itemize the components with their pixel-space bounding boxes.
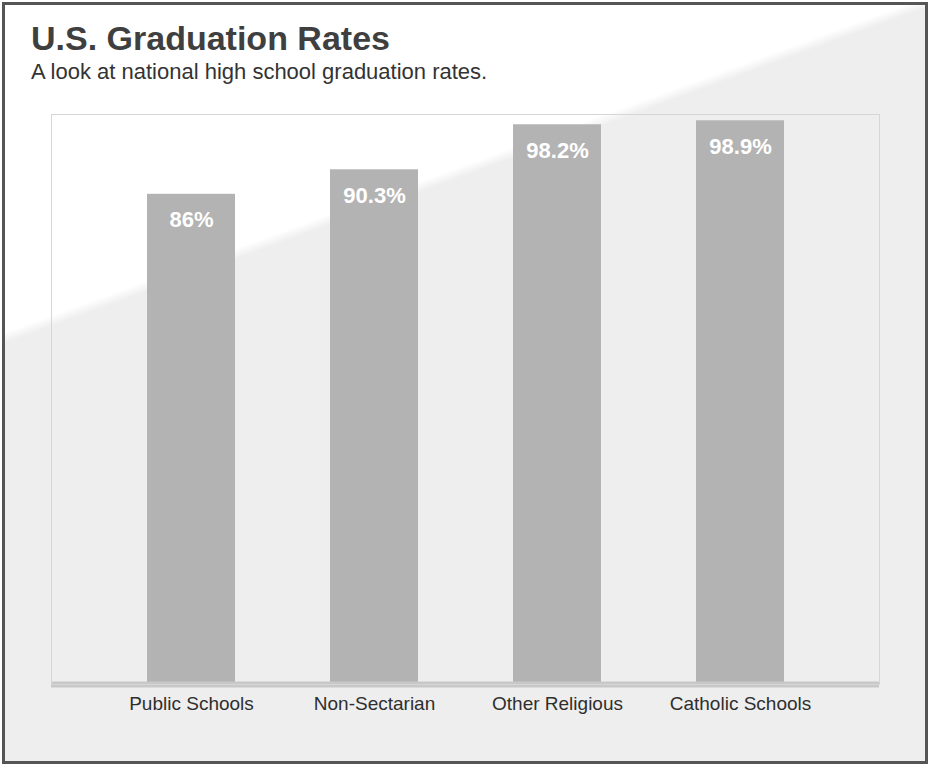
html-text:A look at national high school: A look at national high school graduatio…	[31, 59, 488, 85]
svg-text:Other Religious: Other Religious	[492, 693, 623, 714]
html-text:U.S. Graduation Rates: U.S. Graduation Rates	[31, 19, 390, 57]
svg-text:Non-Sectarian: Non-Sectarian	[314, 693, 435, 714]
svg-text:86%: 86%	[169, 207, 213, 232]
svg-text:98.2%: 98.2%	[526, 137, 588, 162]
svg-text:90.3%: 90.3%	[343, 182, 405, 207]
svg-text:Catholic Schools: Catholic Schools	[670, 693, 812, 714]
svg-text:98.9%: 98.9%	[709, 133, 771, 158]
svg-text:Public Schools: Public Schools	[129, 693, 254, 714]
